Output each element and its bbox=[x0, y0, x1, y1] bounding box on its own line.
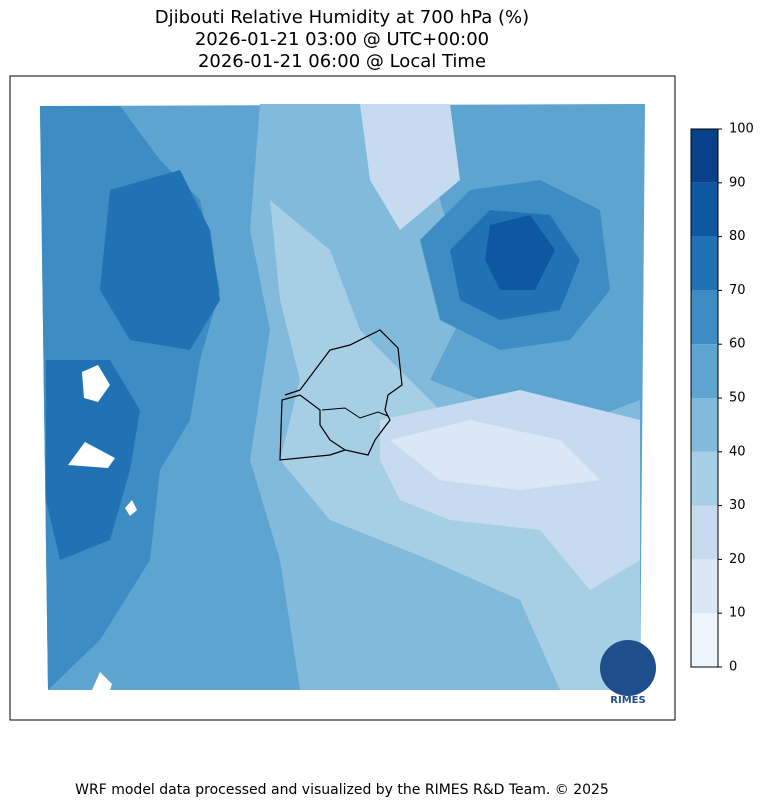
title-line: 2026-01-21 03:00 @ UTC+00:00 bbox=[195, 29, 489, 50]
colorbar-band bbox=[691, 182, 718, 237]
title-line: Djibouti Relative Humidity at 700 hPa (%… bbox=[155, 7, 529, 28]
colorbar-band bbox=[691, 398, 718, 452]
colorbar-band bbox=[691, 559, 718, 614]
map-frame bbox=[9, 75, 676, 721]
colorbar-tick-label: 40 bbox=[729, 444, 746, 459]
colorbar-tick-label: 50 bbox=[729, 391, 746, 406]
colorbar: 0 10 20 30 40 50 60 70 80 90 100 bbox=[690, 122, 754, 675]
colorbar-tick-label: 10 bbox=[729, 606, 746, 621]
colorbar-band bbox=[691, 451, 718, 506]
colorbar-tick-label: 0 bbox=[729, 660, 737, 675]
colorbar-band bbox=[691, 236, 718, 291]
colorbar-tick-label: 90 bbox=[729, 175, 746, 190]
colorbar-tick-label: 70 bbox=[729, 283, 746, 298]
colorbar-tick-label: 60 bbox=[729, 337, 746, 352]
logo-text: RIMES bbox=[610, 695, 645, 706]
colorbar-band bbox=[691, 505, 718, 560]
footer: WRF model data processed and visualized … bbox=[75, 782, 609, 798]
colorbar-tick-label: 30 bbox=[729, 498, 746, 513]
title-block: Djibouti Relative Humidity at 700 hPa (%… bbox=[155, 7, 529, 72]
colorbar-tick-label: 100 bbox=[729, 122, 754, 137]
colorbar-tick-label: 80 bbox=[729, 229, 746, 244]
colorbar-tick-label: 20 bbox=[729, 552, 746, 567]
title-line: 2026-01-21 06:00 @ Local Time bbox=[198, 51, 486, 72]
colorbar-band bbox=[691, 613, 718, 667]
colorbar-band bbox=[691, 290, 718, 345]
map: RIMES bbox=[40, 104, 656, 706]
colorbar-band bbox=[691, 129, 718, 183]
colorbar-band bbox=[691, 344, 718, 398]
